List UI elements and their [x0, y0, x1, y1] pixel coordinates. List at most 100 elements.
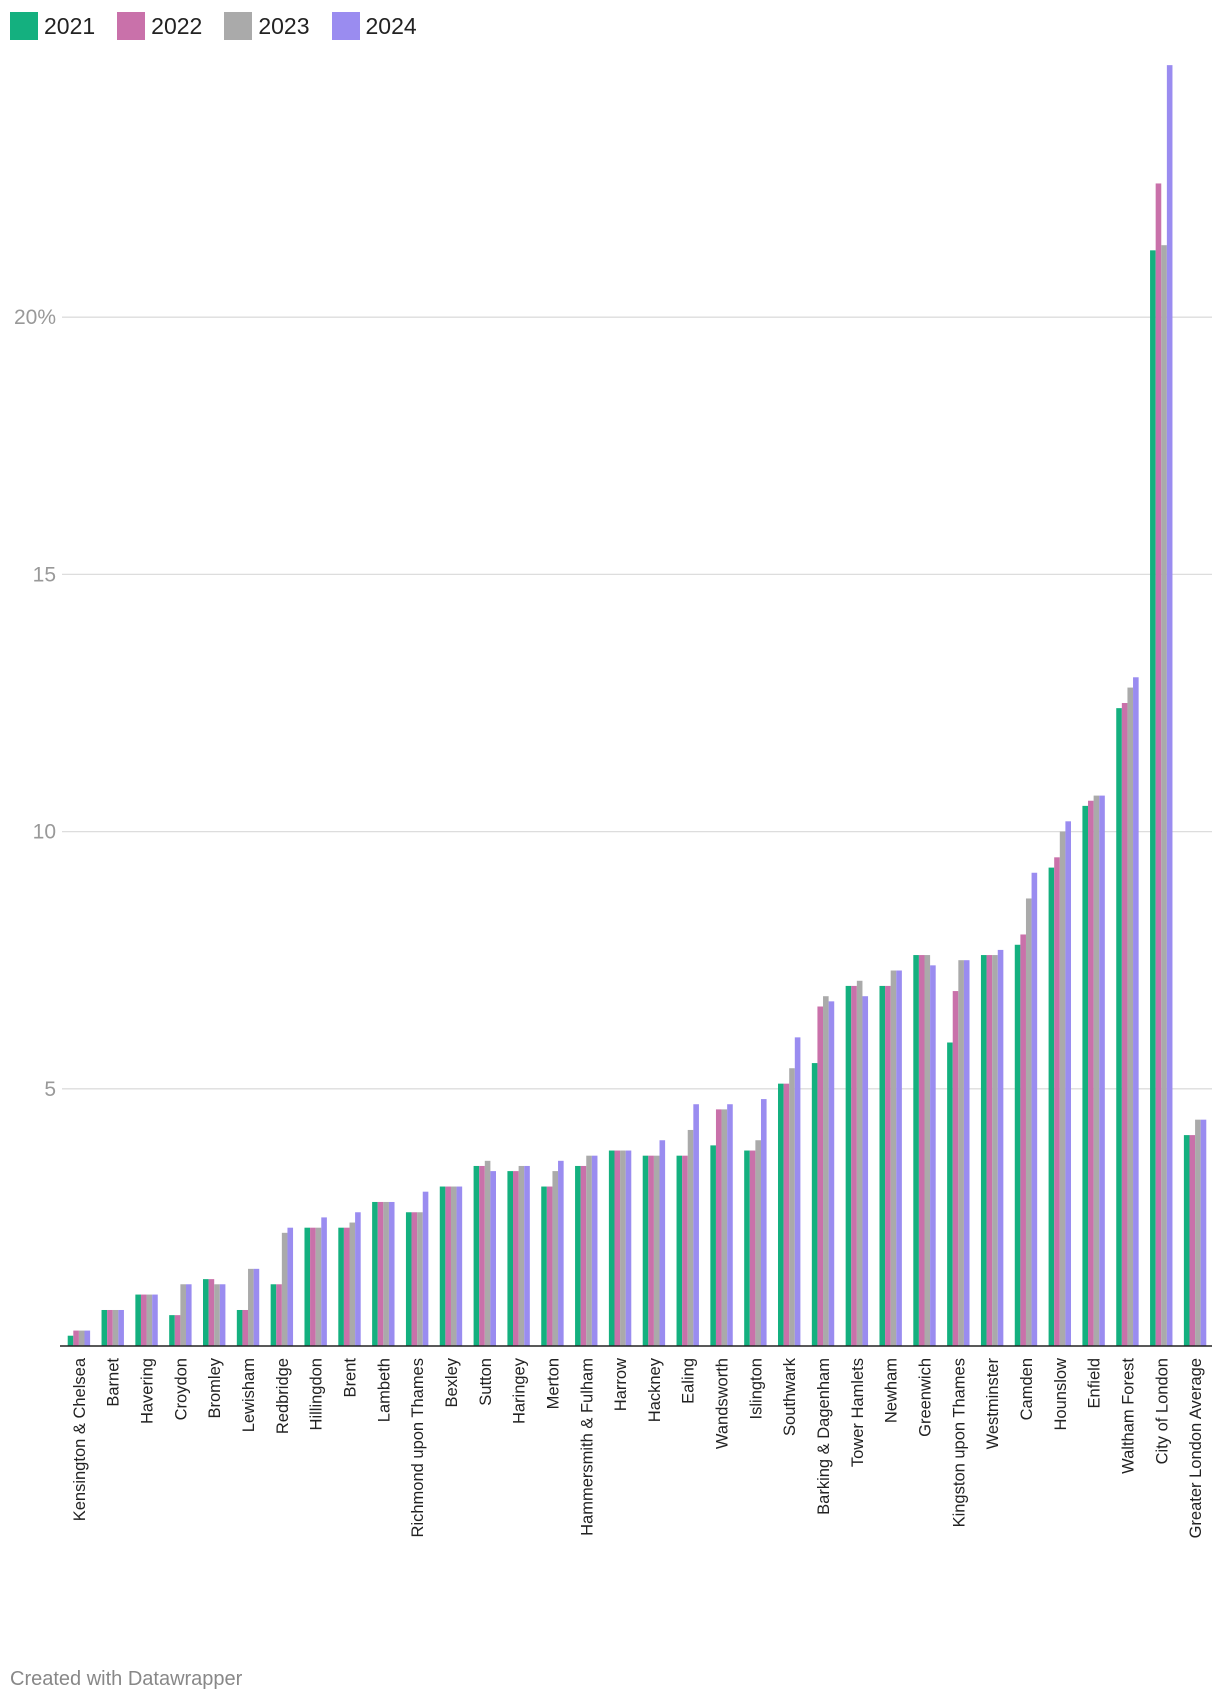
bar-2021: [101, 1309, 108, 1346]
bar-2024: [558, 1160, 564, 1346]
legend-swatch: [224, 12, 253, 40]
bar-2023: [349, 1222, 356, 1346]
bar-2021: [879, 985, 886, 1346]
bar-2022: [513, 1171, 519, 1346]
bar-2021: [67, 1335, 74, 1346]
bar-2021: [778, 1083, 784, 1346]
x-tick-label: Sutton: [477, 1358, 495, 1406]
bars: [67, 65, 1207, 1347]
bar-2024: [963, 960, 970, 1346]
bar-2021: [541, 1186, 547, 1346]
bar-2022: [682, 1155, 688, 1346]
bar-2024: [727, 1104, 733, 1346]
bar-2021: [1183, 1135, 1190, 1346]
x-tick-label: Barking & Dagenham: [815, 1358, 833, 1515]
bar-2022: [343, 1227, 350, 1346]
legend-label: 2023: [258, 12, 310, 39]
bar-2024: [456, 1186, 463, 1346]
bar-2022: [749, 1150, 756, 1346]
bar-2022: [1189, 1135, 1196, 1346]
x-tick-label: Lewisham: [240, 1358, 258, 1432]
bar-2021: [710, 1145, 716, 1346]
bar-2022: [1088, 800, 1094, 1346]
bar-2022: [783, 1083, 790, 1346]
bar-2021: [947, 1042, 953, 1346]
x-tick-label: Waltham Forest: [1119, 1358, 1137, 1474]
bar-2021: [304, 1227, 311, 1346]
bar-2024: [84, 1330, 91, 1346]
bar-2023: [281, 1232, 288, 1346]
bar-2021: [135, 1294, 141, 1346]
bar-2022: [546, 1186, 553, 1346]
bar-2024: [152, 1294, 158, 1346]
bar-2021: [1116, 708, 1122, 1346]
bar-2022: [1121, 703, 1128, 1346]
x-tick-label: Havering: [139, 1358, 157, 1424]
bar-2024: [1031, 872, 1038, 1346]
bar-2021: [575, 1165, 581, 1346]
bar-2024: [794, 1037, 801, 1346]
bar-2024: [997, 949, 1004, 1346]
x-tick-label: Greenwich: [917, 1358, 935, 1437]
legend-item-2022: 2022: [117, 12, 202, 40]
bar-2024: [1065, 821, 1071, 1346]
x-axis-labels: Kensington & Chelsea Barnet Havering Croydo…: [71, 1357, 1205, 1538]
legend-item-2023: 2023: [224, 12, 310, 40]
bar-2021: [1048, 867, 1055, 1346]
bar-2021: [811, 1063, 818, 1346]
legend-label: 2021: [44, 12, 96, 39]
legend-swatch: [117, 12, 146, 40]
legend-swatch: [10, 12, 38, 40]
bar-2021: [270, 1284, 277, 1346]
bar-2021: [473, 1165, 480, 1346]
y-tick-label: 15: [33, 563, 56, 586]
bar-2022: [445, 1186, 451, 1346]
bar-2022: [986, 955, 993, 1346]
x-tick-label: Kingston upon Thames: [950, 1358, 968, 1527]
y-tick-label: 10: [33, 821, 56, 844]
bar-2021: [676, 1155, 683, 1346]
bar-2024: [896, 970, 902, 1346]
bar-2024: [388, 1201, 395, 1346]
x-tick-label: Hounslow: [1052, 1358, 1070, 1431]
bar-2021: [642, 1155, 649, 1346]
bar-2023: [924, 955, 931, 1346]
bar-2022: [715, 1109, 722, 1346]
legend-label: 2024: [365, 12, 417, 39]
bar-2023: [890, 970, 897, 1346]
bar-2022: [614, 1150, 621, 1346]
bar-2021: [236, 1309, 243, 1346]
bar-2023: [687, 1129, 694, 1346]
bar-2023: [383, 1201, 389, 1346]
bar-2022: [1020, 934, 1026, 1346]
bar-2022: [310, 1227, 316, 1346]
x-tick-label: Hillingdon: [308, 1358, 326, 1430]
bar-2024: [1200, 1119, 1207, 1346]
bar-2021: [372, 1201, 378, 1346]
bar-2024: [1166, 65, 1173, 1346]
bar-2023: [112, 1309, 119, 1346]
bar-2022: [1054, 857, 1060, 1346]
x-tick-label: Hackney: [646, 1357, 664, 1422]
bar-2024: [490, 1171, 496, 1346]
x-tick-label: Wandsworth: [714, 1358, 732, 1449]
bar-2021: [913, 955, 919, 1346]
bar-2024: [185, 1284, 192, 1346]
bar-2022: [648, 1155, 654, 1346]
bar-2023: [1093, 795, 1100, 1346]
bar-2024: [760, 1099, 767, 1346]
bar-2024: [659, 1140, 666, 1346]
bar-2024: [591, 1155, 598, 1346]
bar-2024: [118, 1309, 124, 1346]
x-tick-label: Merton: [544, 1358, 562, 1409]
x-tick-label: Ealing: [680, 1358, 698, 1404]
bar-2022: [377, 1201, 384, 1346]
bar-2024: [524, 1165, 530, 1346]
bar-2024: [1133, 677, 1139, 1346]
bar-2022: [479, 1165, 485, 1346]
bar-2022: [952, 991, 959, 1346]
bar-2023: [214, 1284, 220, 1346]
x-tick-label: Tower Hamlets: [849, 1358, 867, 1467]
legend-label: 2022: [151, 12, 203, 39]
x-tick-label: Bexley: [443, 1357, 461, 1407]
